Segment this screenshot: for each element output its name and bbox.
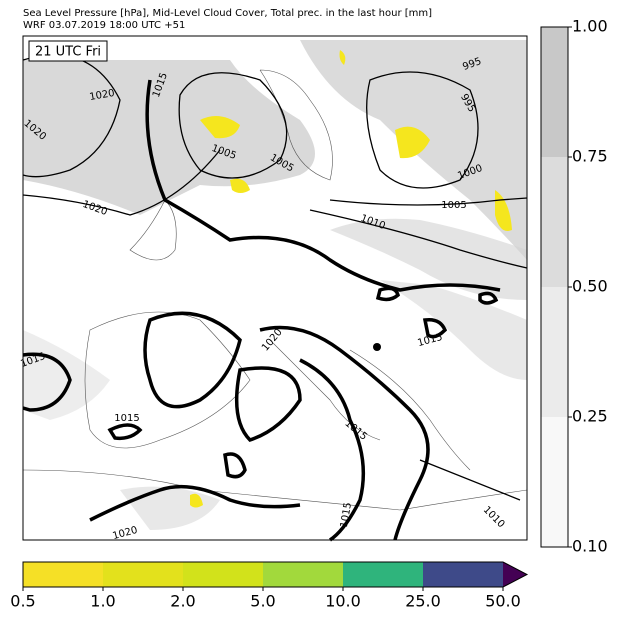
colorbar-tick-label: 0.25 xyxy=(572,407,608,426)
colorbar-band xyxy=(541,27,568,157)
colorbar-tick-label: 0.10 xyxy=(572,537,608,556)
colorbar-band xyxy=(183,562,263,587)
colorbar-tick-label: 5.0 xyxy=(250,592,275,611)
contour-label: 1015 xyxy=(339,502,354,529)
precip-areas xyxy=(190,50,512,508)
contour-label: 1015 xyxy=(114,413,139,424)
colorbar-frame xyxy=(22,561,529,588)
colorbar-tick-label: 0.75 xyxy=(572,147,608,166)
colorbar-band xyxy=(423,562,503,587)
contour-label: 1020 xyxy=(89,88,116,103)
colorbar-tick-label: 50.0 xyxy=(485,592,521,611)
colorbar-band xyxy=(541,287,568,417)
colorbar-band xyxy=(541,157,568,287)
colorbar-tick-label: 10.0 xyxy=(325,592,361,611)
colorbar-tick-label: 0.5 xyxy=(10,592,35,611)
coastlines xyxy=(22,69,528,511)
colorbar-tick-label: 1.00 xyxy=(572,17,608,36)
map-frame xyxy=(22,35,528,541)
time-label: 21 UTC Fri xyxy=(35,45,101,60)
colorbar-tick-label: 2.0 xyxy=(170,592,195,611)
isobar-1015 xyxy=(373,343,381,351)
time-box xyxy=(28,40,108,62)
isobars xyxy=(22,54,528,501)
colorbar-band xyxy=(23,562,103,587)
isobar-1015 xyxy=(22,79,501,542)
colorbar-band xyxy=(263,562,343,587)
title: Sea Level Pressure [hPa], Mid-Level Clou… xyxy=(23,8,432,19)
colorbar-band xyxy=(343,562,423,587)
colorbar-tick-label: 0.50 xyxy=(572,277,608,296)
colorbar-band xyxy=(103,562,183,587)
cloud-colorbar: 1.00 0.75 0.50 0.25 0.10 xyxy=(540,17,608,556)
colorbar-band xyxy=(541,417,568,547)
contour-label: 1005 xyxy=(441,200,466,211)
colorbar-tick-label: 25.0 xyxy=(405,592,441,611)
colorbar-extend xyxy=(503,562,527,587)
colorbar-tick-label: 1.0 xyxy=(90,592,115,611)
precip-colorbar: 0.5 1.0 2.0 5.0 10.0 25.0 50.0 xyxy=(10,561,529,611)
subtitle: WRF 03.07.2019 18:00 UTC +51 xyxy=(23,20,185,31)
